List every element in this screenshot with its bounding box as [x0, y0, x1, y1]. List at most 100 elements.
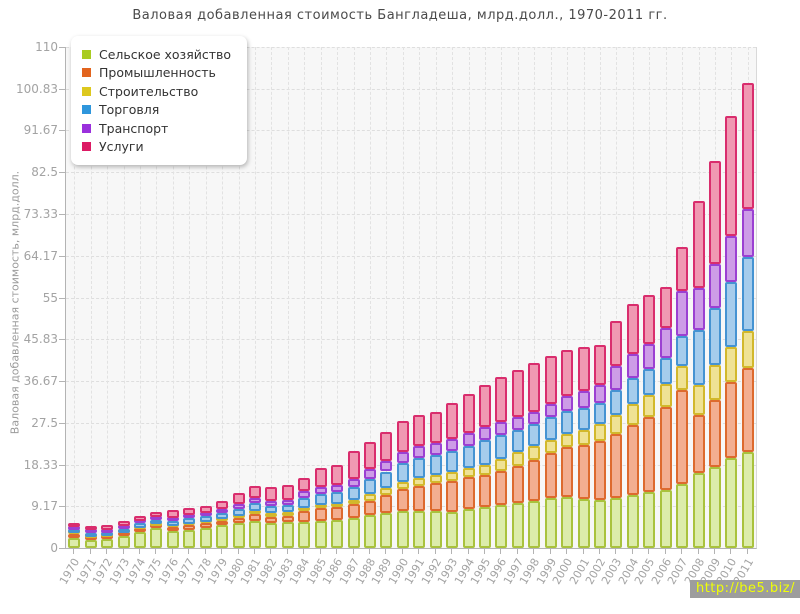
bar-segment-5-1976[interactable]: [166, 517, 179, 522]
legend-item-4[interactable]: Торговля: [82, 101, 231, 120]
bar-segment-6-1994[interactable]: [462, 394, 475, 434]
bar-segment-1-1986[interactable]: [331, 519, 344, 548]
bar-segment-4-1993[interactable]: [446, 451, 459, 472]
bar-segment-6-1977[interactable]: [183, 507, 196, 516]
bar-segment-6-1987[interactable]: [347, 450, 360, 479]
bar-segment-2-1980[interactable]: [232, 517, 245, 524]
bar-segment-4-1990[interactable]: [396, 462, 409, 482]
bar-segment-5-1987[interactable]: [347, 478, 360, 487]
bar-segment-6-1970[interactable]: [68, 523, 81, 528]
bar-segment-1-1976[interactable]: [166, 531, 179, 548]
bar-segment-6-1980[interactable]: [232, 493, 245, 505]
bar-segment-3-1981[interactable]: [248, 510, 261, 515]
bar-segment-3-2008[interactable]: [692, 384, 705, 416]
bar-segment-1-1990[interactable]: [396, 511, 409, 548]
bar-segment-4-1973[interactable]: [117, 528, 130, 533]
bar-segment-5-1989[interactable]: [380, 461, 393, 472]
bar-segment-2-1985[interactable]: [314, 508, 327, 521]
bar-segment-1-1987[interactable]: [347, 517, 360, 548]
bar-segment-6-2001[interactable]: [577, 347, 590, 392]
bar-segment-4-1994[interactable]: [462, 445, 475, 468]
bar-segment-6-2005[interactable]: [643, 294, 656, 344]
bar-segment-3-2003[interactable]: [610, 415, 623, 435]
bar-segment-6-1974[interactable]: [133, 515, 146, 521]
bar-segment-3-2011[interactable]: [741, 330, 754, 368]
bar-segment-5-2001[interactable]: [577, 391, 590, 408]
bar-segment-2-1983[interactable]: [281, 515, 294, 522]
bar-segment-4-1981[interactable]: [248, 503, 261, 512]
bar-segment-1-1979[interactable]: [216, 525, 229, 548]
bar-segment-2-2000[interactable]: [561, 447, 574, 498]
bar-segment-6-2003[interactable]: [610, 321, 623, 366]
bar-segment-1-1975[interactable]: [150, 528, 163, 548]
bar-segment-5-1999[interactable]: [544, 404, 557, 417]
bar-segment-2-1978[interactable]: [199, 523, 212, 528]
bar-segment-1-1983[interactable]: [281, 521, 294, 548]
bar-segment-6-1984[interactable]: [298, 478, 311, 492]
bar-segment-2-1986[interactable]: [331, 507, 344, 520]
bar-segment-1-1996[interactable]: [495, 505, 508, 548]
bar-segment-4-1982[interactable]: [265, 506, 278, 514]
bar-segment-5-1982[interactable]: [265, 500, 278, 507]
bar-segment-3-1982[interactable]: [265, 512, 278, 517]
bar-segment-4-1987[interactable]: [347, 486, 360, 501]
bar-segment-3-1990[interactable]: [396, 481, 409, 489]
bar-segment-3-2006[interactable]: [659, 384, 672, 407]
bar-segment-1-2007[interactable]: [676, 484, 689, 548]
bar-segment-2-1997[interactable]: [511, 465, 524, 504]
bar-segment-3-1999[interactable]: [544, 439, 557, 453]
bar-segment-6-1979[interactable]: [216, 500, 229, 510]
bar-segment-3-2004[interactable]: [626, 404, 639, 426]
bar-segment-6-2008[interactable]: [692, 200, 705, 289]
bar-segment-6-1985[interactable]: [314, 467, 327, 487]
bar-segment-1-2011[interactable]: [741, 452, 754, 548]
bar-segment-2-1970[interactable]: [68, 533, 81, 538]
bar-segment-4-1980[interactable]: [232, 508, 245, 516]
bar-segment-3-1994[interactable]: [462, 467, 475, 477]
bar-segment-2-1981[interactable]: [248, 514, 261, 521]
bar-segment-4-1999[interactable]: [544, 416, 557, 440]
bar-segment-6-1999[interactable]: [544, 355, 557, 405]
legend-item-5[interactable]: Транспорт: [82, 119, 231, 138]
bar-segment-1-2001[interactable]: [577, 498, 590, 548]
bar-segment-2-1976[interactable]: [166, 527, 179, 532]
bar-segment-5-1979[interactable]: [216, 508, 229, 513]
bar-segment-1-1977[interactable]: [183, 529, 196, 548]
bar-segment-5-1991[interactable]: [413, 446, 426, 458]
bar-segment-6-1973[interactable]: [117, 520, 130, 527]
bar-segment-2-2002[interactable]: [593, 441, 606, 500]
bar-segment-1-2006[interactable]: [659, 490, 672, 548]
bar-segment-4-1971[interactable]: [84, 532, 97, 537]
bar-segment-1-2005[interactable]: [643, 492, 656, 548]
bar-segment-2-1982[interactable]: [265, 516, 278, 523]
bar-segment-5-1997[interactable]: [511, 417, 524, 430]
bar-segment-2-1987[interactable]: [347, 504, 360, 518]
bar-segment-6-1991[interactable]: [413, 414, 426, 447]
bar-segment-1-1991[interactable]: [413, 510, 426, 548]
bar-segment-1-1997[interactable]: [511, 503, 524, 548]
bar-segment-3-1993[interactable]: [446, 471, 459, 481]
bar-segment-6-1981[interactable]: [248, 485, 261, 499]
bar-segment-4-1992[interactable]: [429, 455, 442, 476]
bar-segment-4-2000[interactable]: [561, 410, 574, 435]
bar-segment-5-1981[interactable]: [248, 498, 261, 504]
bar-segment-2-1991[interactable]: [413, 485, 426, 511]
bar-segment-4-2011[interactable]: [741, 257, 754, 331]
bar-segment-5-1983[interactable]: [281, 499, 294, 506]
bar-segment-2-1996[interactable]: [495, 471, 508, 506]
bar-segment-1-2003[interactable]: [610, 498, 623, 548]
bar-segment-6-2006[interactable]: [659, 286, 672, 329]
bar-segment-3-1997[interactable]: [511, 451, 524, 466]
bar-segment-6-1997[interactable]: [511, 369, 524, 418]
bar-segment-4-2003[interactable]: [610, 390, 623, 416]
bar-segment-4-2002[interactable]: [593, 403, 606, 425]
bar-segment-2-2008[interactable]: [692, 415, 705, 473]
bar-segment-5-1998[interactable]: [528, 412, 541, 425]
bar-segment-4-1997[interactable]: [511, 429, 524, 452]
bar-segment-2-2005[interactable]: [643, 416, 656, 493]
legend-item-1[interactable]: Сельское хозяйство: [82, 45, 231, 64]
bar-segment-1-2000[interactable]: [561, 497, 574, 548]
bar-segment-3-2001[interactable]: [577, 429, 590, 445]
bar-segment-6-1989[interactable]: [380, 432, 393, 462]
bar-segment-5-1990[interactable]: [396, 451, 409, 463]
